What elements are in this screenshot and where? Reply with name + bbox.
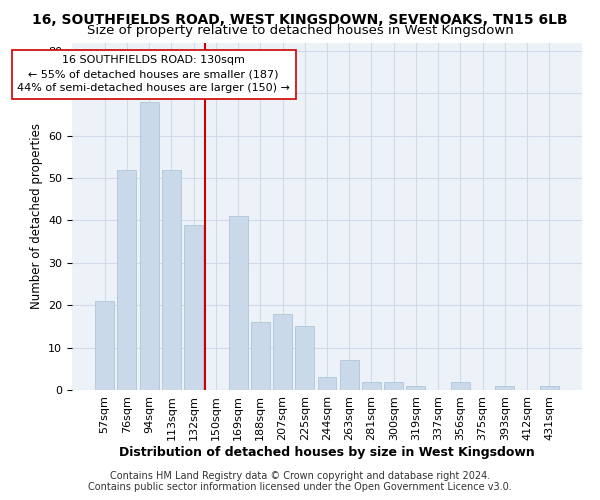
Bar — [406, 386, 425, 390]
Bar — [162, 170, 181, 390]
Bar — [140, 102, 158, 390]
Text: Contains HM Land Registry data © Crown copyright and database right 2024.
Contai: Contains HM Land Registry data © Crown c… — [88, 471, 512, 492]
Bar — [540, 386, 559, 390]
Bar — [184, 224, 203, 390]
Bar — [317, 378, 337, 390]
Bar — [251, 322, 270, 390]
Bar — [362, 382, 381, 390]
Bar — [340, 360, 359, 390]
Bar — [118, 170, 136, 390]
Bar — [95, 301, 114, 390]
Text: 16 SOUTHFIELDS ROAD: 130sqm
← 55% of detached houses are smaller (187)
44% of se: 16 SOUTHFIELDS ROAD: 130sqm ← 55% of det… — [17, 55, 290, 93]
Text: 16, SOUTHFIELDS ROAD, WEST KINGSDOWN, SEVENOAKS, TN15 6LB: 16, SOUTHFIELDS ROAD, WEST KINGSDOWN, SE… — [32, 12, 568, 26]
Text: Size of property relative to detached houses in West Kingsdown: Size of property relative to detached ho… — [86, 24, 514, 37]
Y-axis label: Number of detached properties: Number of detached properties — [29, 123, 43, 309]
Bar — [295, 326, 314, 390]
Bar — [273, 314, 292, 390]
Bar — [451, 382, 470, 390]
Bar — [229, 216, 248, 390]
Bar — [384, 382, 403, 390]
X-axis label: Distribution of detached houses by size in West Kingsdown: Distribution of detached houses by size … — [119, 446, 535, 458]
Bar — [496, 386, 514, 390]
